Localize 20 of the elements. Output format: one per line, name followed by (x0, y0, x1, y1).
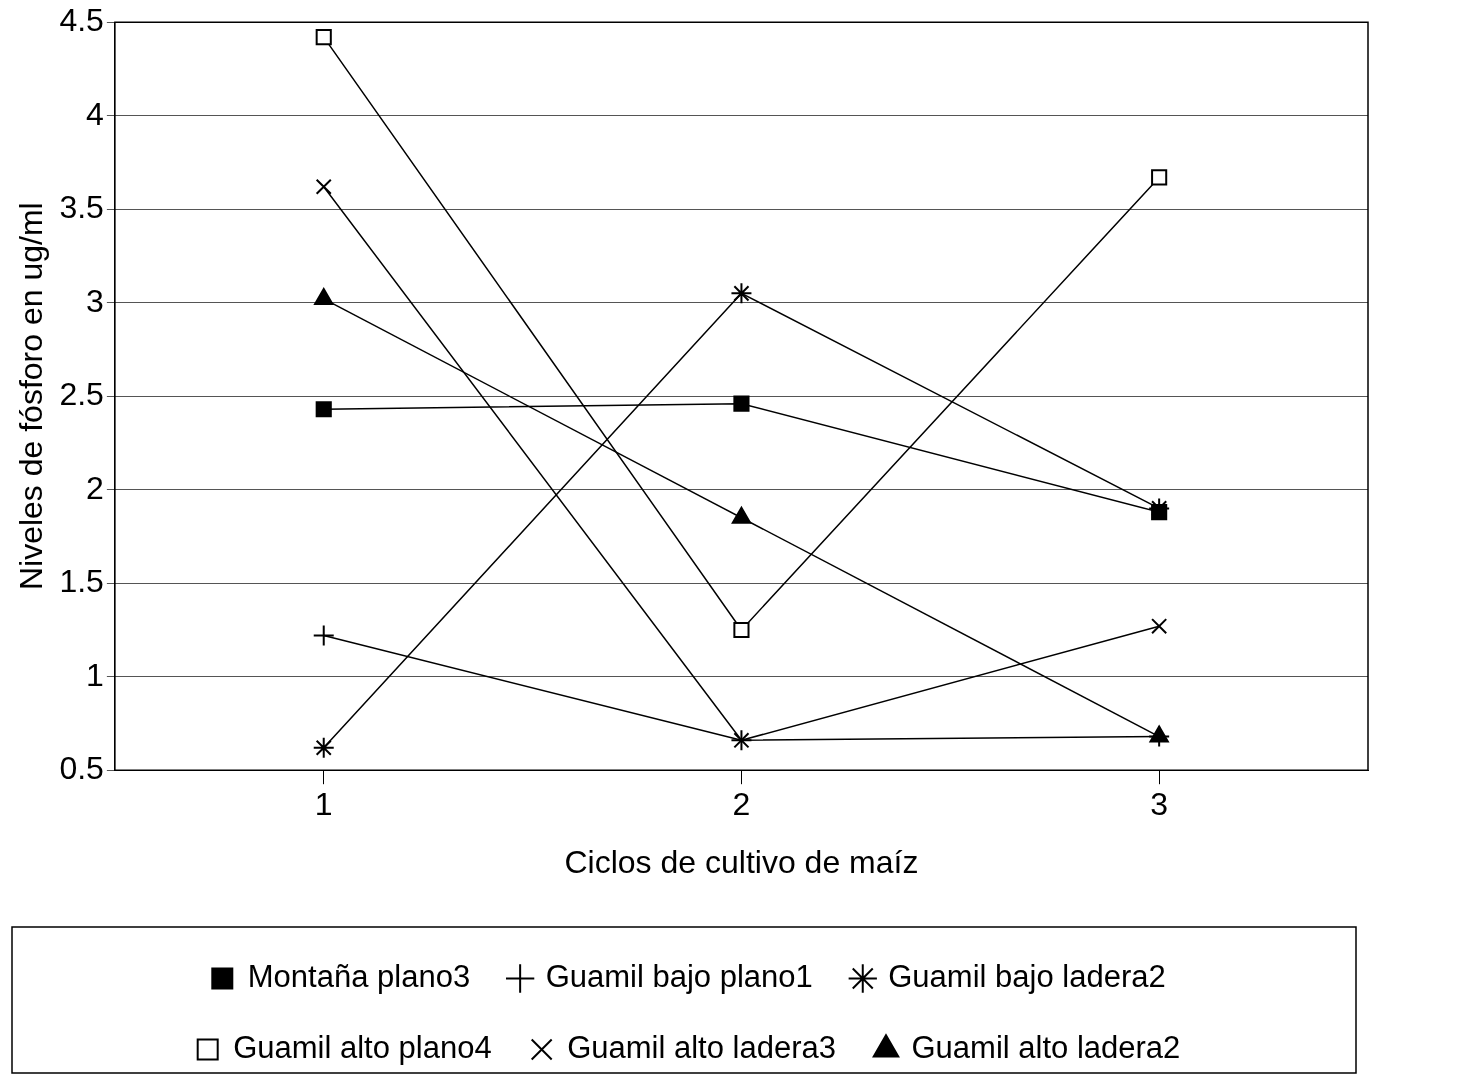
y-tick-label: 2 (86, 469, 104, 506)
y-tick-label: 3.5 (59, 189, 104, 226)
x-tick-label: 1 (314, 786, 333, 823)
y-tick-label: 1 (86, 656, 104, 693)
y-tick-label: 0.5 (59, 750, 104, 787)
y-tick-label: 1.5 (59, 563, 104, 600)
legend-label: Guamil bajo plano1 (545, 959, 813, 995)
legend-label: Guamil alto ladera2 (911, 1030, 1181, 1066)
y-tick-label: 2.5 (59, 376, 104, 413)
x-tick-label: 2 (732, 786, 751, 823)
y-tick-label: 4.5 (59, 2, 104, 39)
legend-label: Guamil alto ladera3 (567, 1030, 837, 1066)
x-axis-title: Ciclos de cultivo de maíz (564, 843, 919, 880)
y-tick-label: 3 (86, 282, 104, 319)
legend-label: Guamil bajo ladera2 (888, 959, 1166, 995)
y-axis-title: Niveles de fósforo en ug/ml (13, 202, 50, 591)
y-tick-label: 4 (86, 95, 104, 132)
x-tick-label: 3 (1150, 786, 1169, 823)
legend-label: Montaña plano3 (247, 959, 471, 995)
legend-label: Guamil alto plano4 (233, 1030, 492, 1066)
